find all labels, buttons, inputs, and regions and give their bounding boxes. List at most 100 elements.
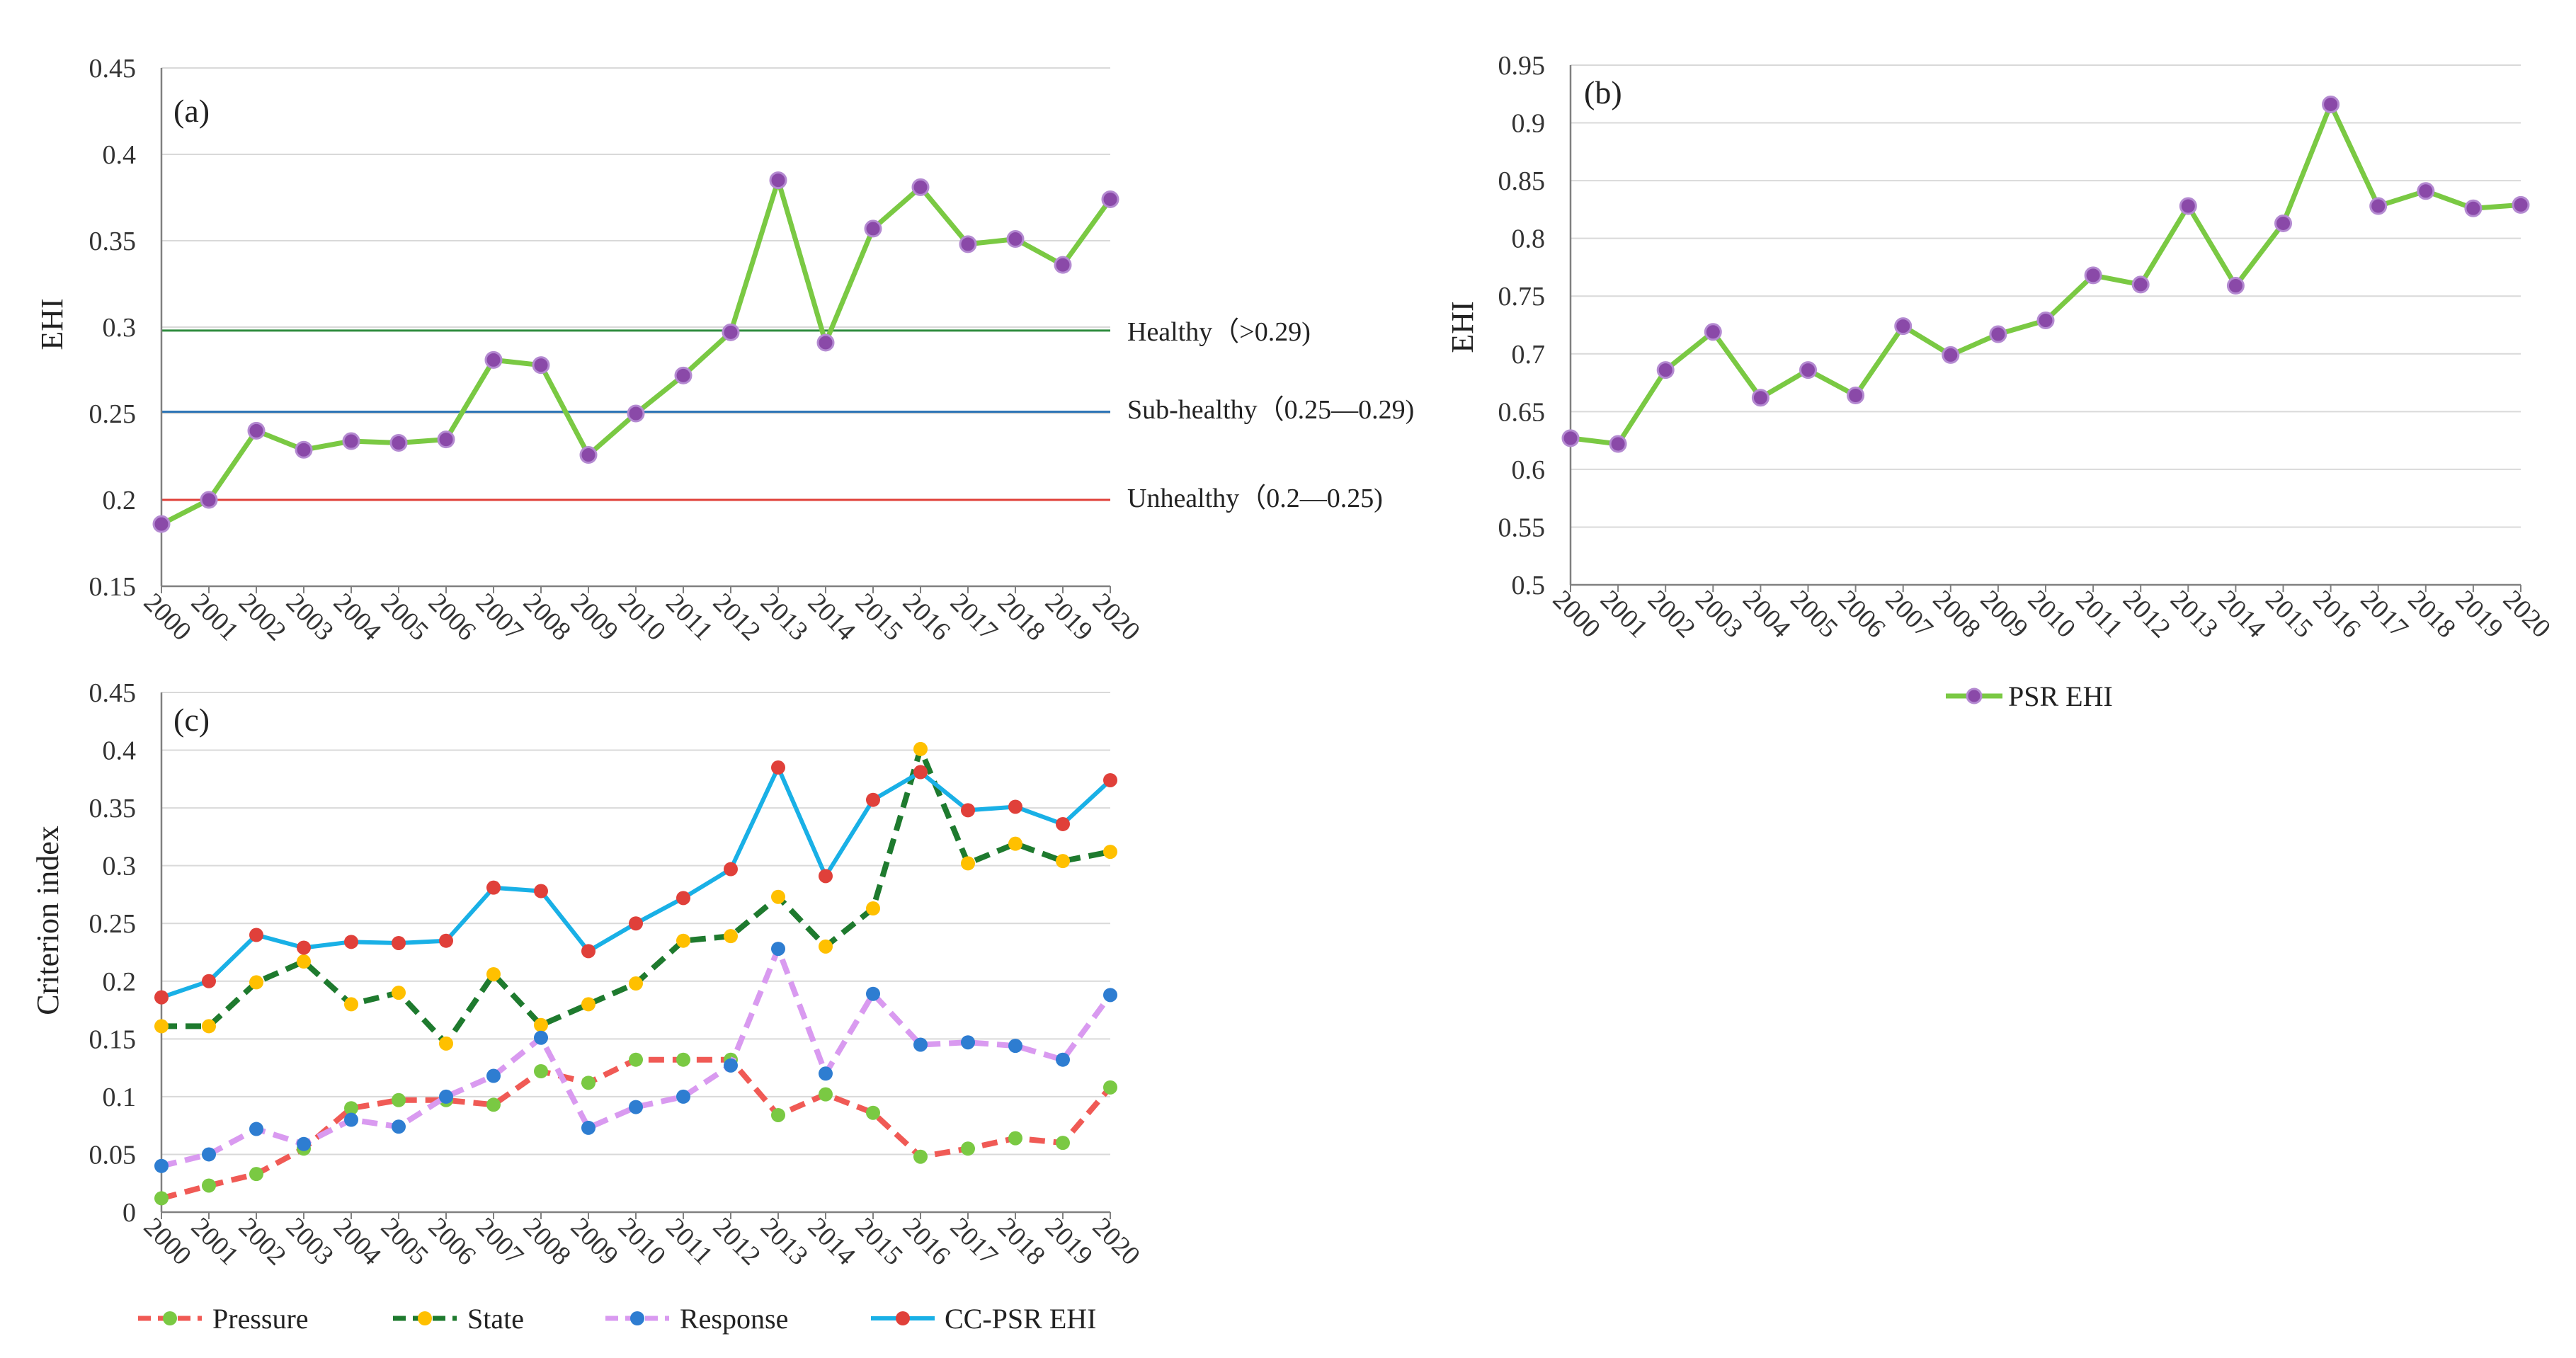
panel-b-series-psr-ehi-point bbox=[2369, 197, 2388, 215]
panel-c-x-tick-label: 2004 bbox=[328, 1212, 387, 1271]
panel-c-series-cc-psr-ehi-point bbox=[629, 916, 643, 931]
panel-a-x-tick-label: 2013 bbox=[755, 588, 814, 646]
panel-c-series-state-point bbox=[392, 986, 406, 1000]
panel-a-series-ehi-point bbox=[769, 171, 787, 190]
legend-response-label: Response bbox=[680, 1303, 788, 1335]
panel-b-series-psr-ehi-point bbox=[2226, 277, 2245, 295]
panel-a-x-tick-label: 2009 bbox=[565, 588, 624, 646]
panel-b-y-tick-label: 0.6 bbox=[1512, 455, 1546, 485]
panel-b-x-tick-label: 2015 bbox=[2259, 585, 2318, 644]
panel-b-series-psr-ehi-point bbox=[1847, 386, 1865, 404]
panel-c-x-tick-label: 2015 bbox=[850, 1212, 908, 1271]
panel-b-x-tick-label: 2013 bbox=[2165, 585, 2223, 644]
panel-c-y-tick-label: 0.25 bbox=[89, 909, 137, 939]
panel-c-series-cc-psr-ehi-point bbox=[1008, 799, 1022, 814]
panel-a-series-ehi-point bbox=[437, 430, 455, 449]
panel-c-series-state-point bbox=[439, 1036, 453, 1051]
panel-a-y-tick-label: 0.2 bbox=[103, 486, 137, 515]
panel-c-series-cc-psr-ehi-point bbox=[344, 935, 358, 949]
panel-c-series-state-point bbox=[961, 856, 975, 871]
panel-c-y-tick-label: 0.3 bbox=[103, 852, 137, 881]
panel-b-x-tick-label: 2009 bbox=[1975, 585, 2034, 644]
panel-a-series-ehi-point bbox=[295, 440, 313, 459]
panel-a-series-ehi-point bbox=[1006, 230, 1025, 249]
legend-state-marker bbox=[418, 1311, 432, 1325]
panel-c-series-response-point bbox=[297, 1136, 311, 1151]
panel-c-series-response-point bbox=[724, 1058, 738, 1073]
panel-b-series-psr-ehi-point bbox=[1894, 317, 1913, 336]
panel-c-series-pressure-point bbox=[154, 1191, 169, 1206]
panel-b-series-psr-ehi-point bbox=[2084, 266, 2102, 285]
legend-pressure: Pressure bbox=[138, 1303, 309, 1335]
legend-state: State bbox=[393, 1303, 524, 1335]
panel-b-y-tick-label: 0.65 bbox=[1498, 397, 1546, 427]
reference-label-healthy: Healthy（>0.29) bbox=[1127, 317, 1311, 347]
panel-a-series-ehi-point bbox=[484, 350, 503, 369]
panel-a-x-tick-label: 2006 bbox=[423, 588, 481, 646]
panel-c-series-cc-psr-ehi-point bbox=[819, 869, 833, 884]
panel-c-x-tick-label: 2005 bbox=[375, 1212, 434, 1271]
panel-c-series-cc-psr-ehi-point bbox=[676, 891, 690, 906]
panel-a-x-tick-label: 2010 bbox=[612, 588, 671, 646]
legend-cc-psr-ehi-marker bbox=[896, 1311, 910, 1325]
panel-c-series-pressure-point bbox=[819, 1087, 833, 1102]
panel-a-y-axis-label: EHI bbox=[35, 298, 69, 350]
panel-b-axes: 0.50.550.60.650.70.750.80.850.90.9520002… bbox=[1498, 51, 2557, 644]
panel-c-series-response-point bbox=[866, 986, 880, 1001]
panel-a-series-ehi-point bbox=[959, 235, 977, 253]
panel-a-series bbox=[152, 171, 1119, 533]
panel-b-series-psr-ehi-point bbox=[1609, 435, 1627, 453]
panel-c-series-state-point bbox=[202, 1019, 216, 1034]
panel-b-x-tick-label: 2003 bbox=[1689, 585, 1748, 644]
panel-c-x-tick-label: 2018 bbox=[992, 1212, 1051, 1271]
panel-c-series-state-point bbox=[249, 975, 263, 990]
panel-c-series-pressure-point bbox=[486, 1097, 501, 1112]
panel-a-y-tick-label: 0.3 bbox=[103, 313, 137, 343]
panel-c-y-axis-label: Criterion index bbox=[30, 826, 65, 1015]
panel-c-x-tick-label: 2001 bbox=[186, 1212, 244, 1271]
panel-a-x-tick-label: 2014 bbox=[802, 588, 861, 646]
panel-a-x-tick-label: 2002 bbox=[233, 588, 292, 646]
panel-b-x-tick-label: 2005 bbox=[1784, 585, 1843, 644]
panel-b-y-axis-label: EHI bbox=[1445, 301, 1480, 353]
panel-a-series-ehi-point bbox=[816, 333, 835, 352]
panel-c-series-response-point bbox=[819, 1066, 833, 1081]
panel-b-x-tick-label: 2018 bbox=[2403, 585, 2461, 644]
panel-b-y-tick-label: 0.95 bbox=[1498, 51, 1546, 81]
panel-b-series-psr-ehi-line bbox=[1570, 102, 2521, 447]
panel-b-y-tick-label: 0.75 bbox=[1498, 282, 1546, 312]
panel-b-x-tick-label: 2006 bbox=[1832, 585, 1891, 644]
panel-c-series-cc-psr-ehi-point bbox=[913, 765, 928, 780]
panel-c-series-response-point bbox=[534, 1030, 548, 1045]
panel-c-axes: 00.050.10.150.20.250.30.350.40.452000200… bbox=[89, 678, 1146, 1271]
panel-c-series-state-point bbox=[1103, 845, 1117, 860]
panel-b-x-tick-label: 2011 bbox=[2070, 585, 2128, 643]
legend-pressure-marker bbox=[163, 1311, 177, 1325]
panel-c-series-state-point bbox=[534, 1017, 548, 1032]
panel-c-series-state-point bbox=[771, 889, 785, 904]
panel-c-series-state-point bbox=[676, 933, 690, 948]
panel-c-series-state-point bbox=[344, 997, 358, 1012]
panel-c-x-tick-label: 2020 bbox=[1087, 1212, 1146, 1271]
panel-b-legend: PSR EHI bbox=[1946, 680, 2113, 712]
panel-a-x-tick-label: 2016 bbox=[897, 588, 956, 646]
panel-a-x-tick-label: 2000 bbox=[138, 588, 197, 646]
panel-b-y-tick-label: 0.9 bbox=[1512, 109, 1546, 139]
panel-c-series-cc-psr-ehi-point bbox=[1056, 816, 1070, 831]
panel-b-series-psr-ehi-point bbox=[1942, 346, 1960, 364]
panel-c-series-response-point bbox=[486, 1068, 501, 1083]
panel-c-series-response-point bbox=[249, 1122, 263, 1136]
panel-a-x-tick-label: 2008 bbox=[518, 588, 576, 646]
panel-c-x-tick-label: 2006 bbox=[423, 1212, 481, 1271]
panel-c-series-pressure-point bbox=[202, 1178, 216, 1193]
panel-c-series-pressure-point bbox=[581, 1075, 595, 1090]
panel-a-series-ehi-point bbox=[1054, 256, 1072, 274]
panel-a-axes: 0.150.20.250.30.350.40.45200020012002200… bbox=[89, 54, 1146, 646]
panel-b-series-psr-ehi-point bbox=[2036, 311, 2055, 329]
panel-c-x-tick-label: 2007 bbox=[470, 1212, 529, 1271]
panel-c-x-tick-label: 2010 bbox=[612, 1212, 671, 1271]
reference-label-unhealthy: Unhealthy（0.2—0.25) bbox=[1127, 484, 1383, 513]
panel-a-series-ehi-line bbox=[160, 178, 1112, 527]
panel-a-y-tick-label: 0.15 bbox=[89, 572, 137, 602]
panel-b-x-tick-label: 2002 bbox=[1642, 585, 1701, 644]
